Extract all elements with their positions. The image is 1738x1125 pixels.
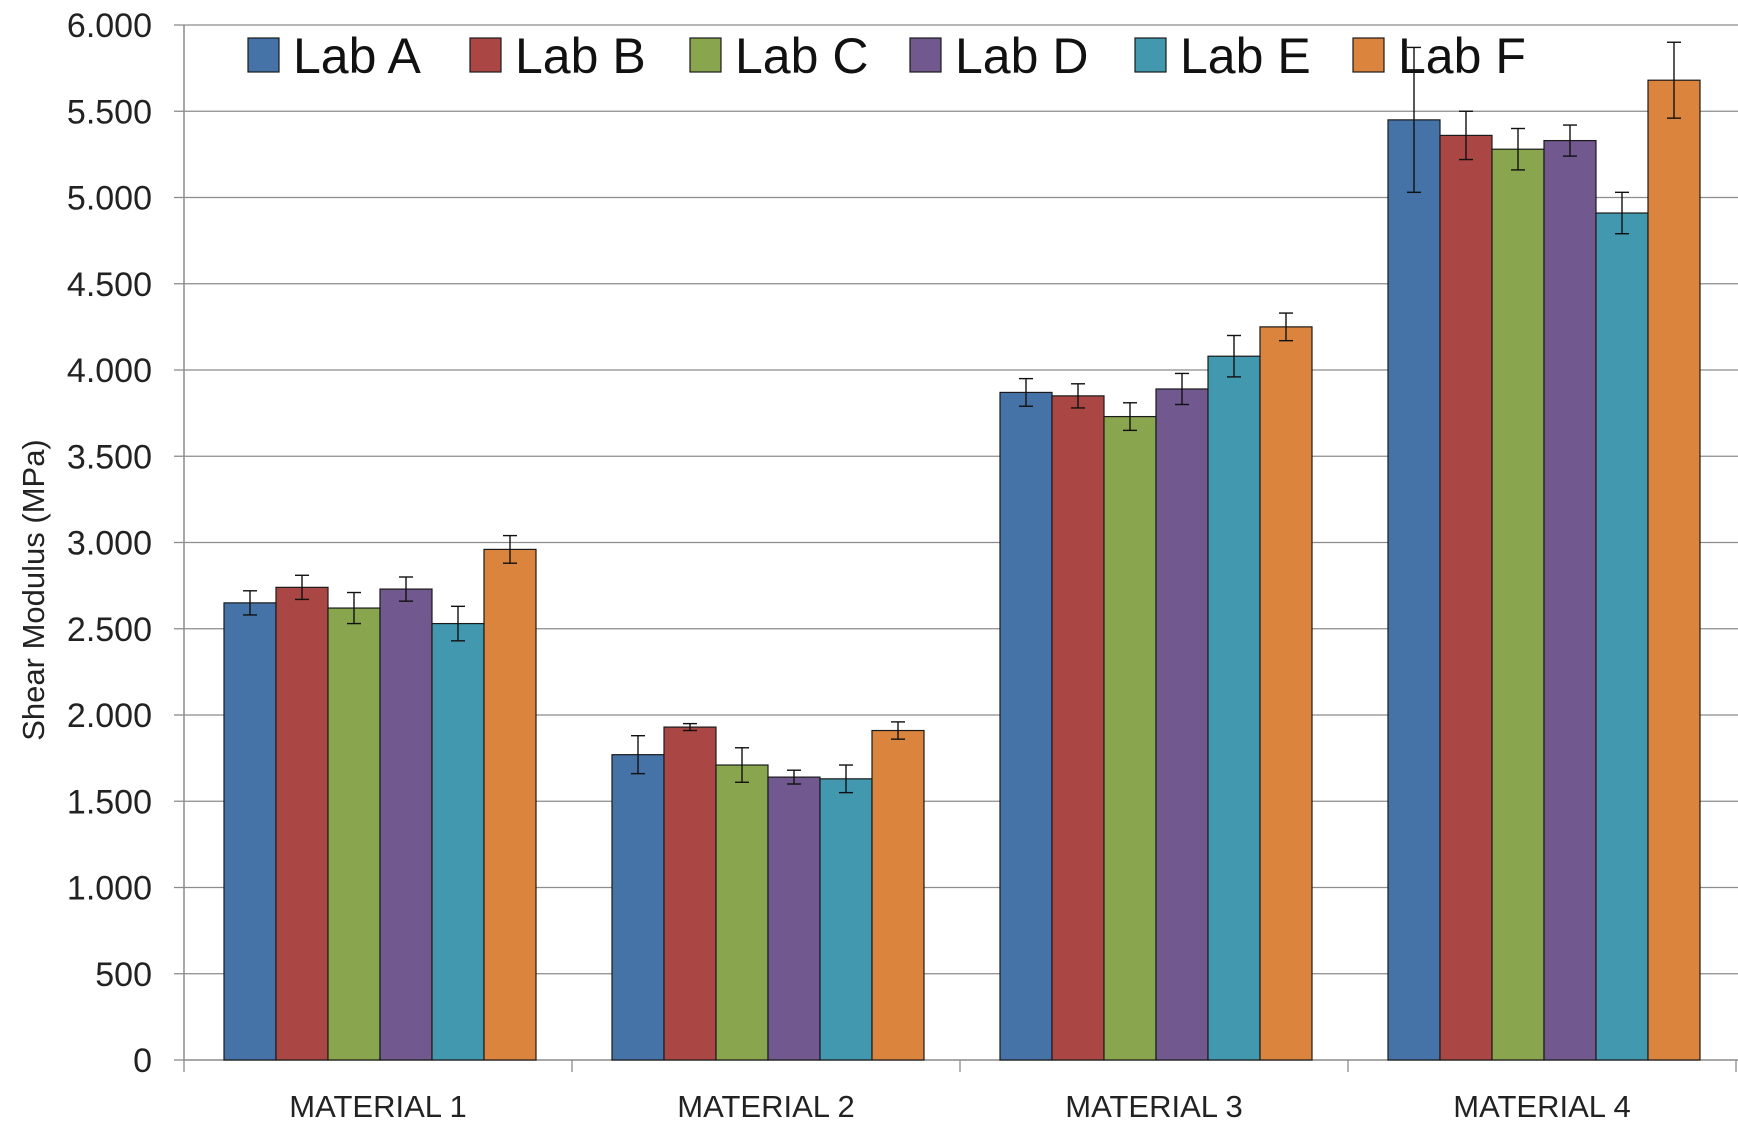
y-tick-label: 1.000 (67, 870, 152, 908)
bar (1259, 326, 1313, 1061)
legend-swatch (247, 37, 280, 73)
y-axis-title: Shear Modulus (MPa) (16, 439, 51, 741)
bar (1155, 388, 1209, 1061)
y-tick-label: 4.000 (67, 352, 152, 390)
bar (767, 776, 821, 1061)
bar (663, 726, 717, 1061)
y-tick-label: 500 (95, 956, 152, 994)
x-category-label: MATERIAL 1 (289, 1089, 466, 1124)
bars (223, 79, 1701, 1061)
bar (611, 754, 665, 1061)
legend-label: Lab E (1180, 28, 1311, 84)
y-tick-label: 0 (133, 1042, 152, 1080)
bar (999, 391, 1053, 1061)
legend-swatch (909, 37, 942, 73)
error-bars (243, 41, 1681, 794)
legend-label: Lab C (735, 28, 868, 84)
bar (1439, 134, 1493, 1061)
legend-label: Lab B (515, 28, 646, 84)
legend: Lab A Lab B Lab C Lab D Lab E Lab F (247, 28, 1526, 84)
y-tick-label: 1.500 (67, 783, 152, 821)
y-tick-label: 2.500 (67, 611, 152, 649)
x-category-label: MATERIAL 4 (1453, 1089, 1630, 1124)
x-category-label: MATERIAL 2 (677, 1089, 854, 1124)
y-tick-label: 3.000 (67, 525, 152, 563)
y-tick-label: 6.000 (67, 7, 152, 45)
y-tick-label: 5.500 (67, 93, 152, 131)
legend-swatch (1352, 37, 1385, 73)
bar (1491, 148, 1545, 1061)
legend-swatch (1134, 37, 1167, 73)
bar (1595, 212, 1649, 1061)
y-tick-label: 4.500 (67, 266, 152, 304)
bar (819, 778, 873, 1061)
y-tick-label: 2.000 (67, 697, 152, 735)
bar (1647, 79, 1701, 1061)
bar (483, 548, 537, 1061)
bar (275, 586, 329, 1061)
bar (431, 622, 485, 1061)
bar (1103, 415, 1157, 1061)
bar (327, 607, 381, 1061)
bar (1387, 119, 1441, 1061)
bar (223, 602, 277, 1061)
y-tick-label: 3.500 (67, 438, 152, 476)
legend-swatch (689, 37, 722, 73)
legend-label: Lab D (955, 28, 1088, 84)
y-tick-label: 5.000 (67, 180, 152, 218)
bar (379, 588, 433, 1061)
bar (715, 764, 769, 1061)
legend-label: Lab F (1398, 28, 1526, 84)
bar (1051, 395, 1105, 1061)
bar (1543, 139, 1597, 1061)
axis-labels: 0 500 1.000 1.500 2.000 2.500 3.000 3.500 4.000 4… (67, 7, 1631, 1124)
bar (1207, 355, 1261, 1061)
x-category-label: MATERIAL 3 (1065, 1089, 1242, 1124)
legend-label: Lab A (293, 28, 422, 84)
legend-swatch (469, 37, 502, 73)
bar (871, 729, 925, 1061)
